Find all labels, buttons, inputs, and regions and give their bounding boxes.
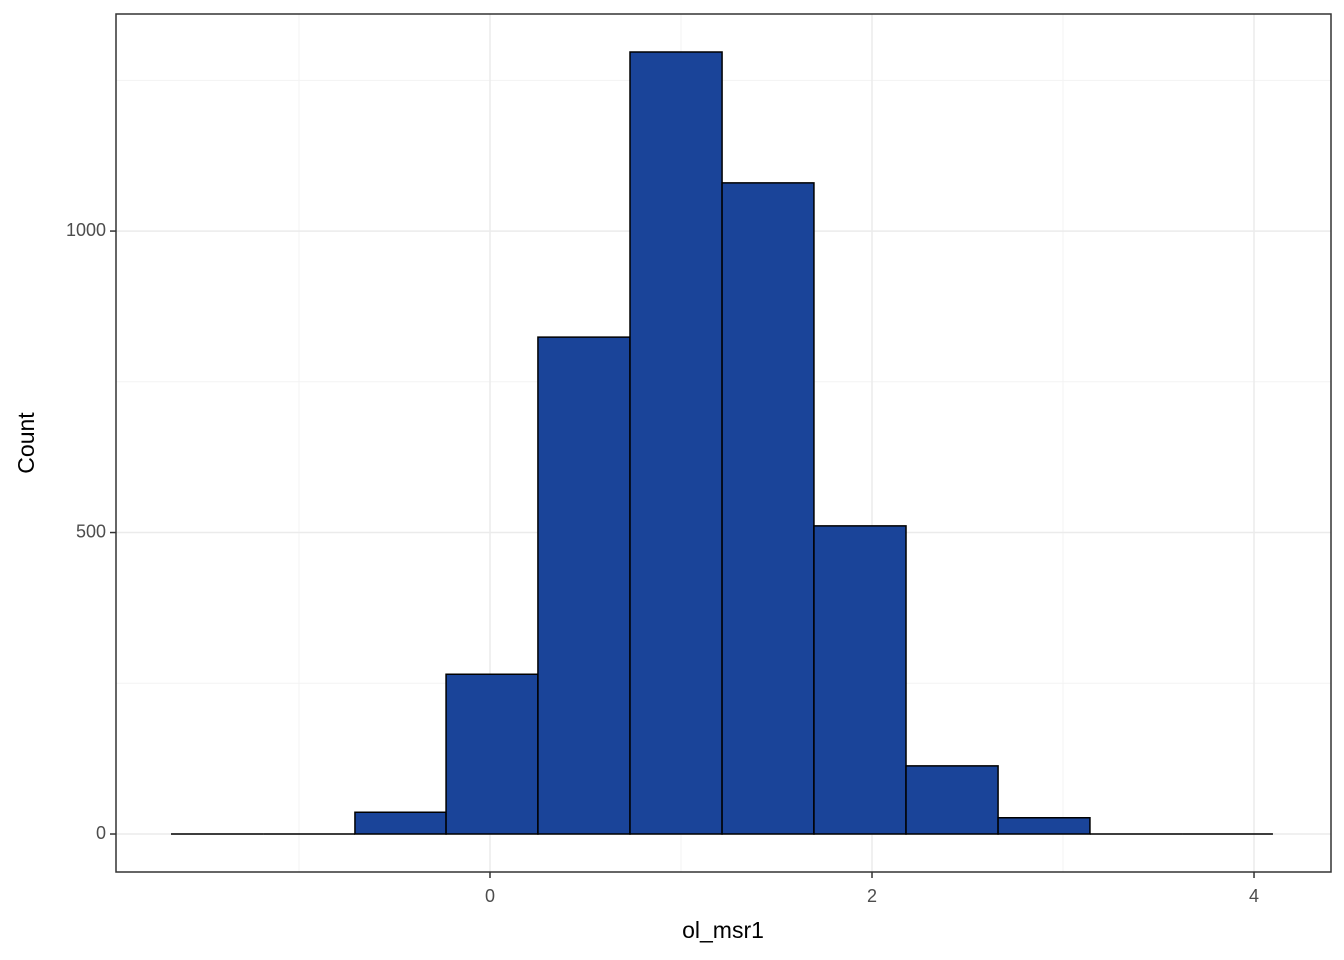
x-axis-title: ol_msr1 [682, 917, 764, 943]
y-tick-label: 0 [96, 823, 106, 843]
bar [997, 816, 1091, 835]
bar [354, 811, 447, 835]
x-tick-label: 4 [1249, 886, 1259, 906]
bar [445, 673, 539, 835]
y-axis-title: Count [13, 412, 39, 474]
y-tick-label: 1000 [66, 220, 106, 240]
bar [537, 336, 631, 835]
x-tick-label: 2 [867, 886, 877, 906]
bar [721, 182, 815, 835]
bar [813, 525, 907, 835]
bar [629, 51, 723, 835]
y-tick-label: 500 [76, 521, 106, 541]
bar [905, 765, 999, 835]
panel-border [115, 13, 1332, 873]
x-tick-label: 0 [485, 886, 495, 906]
